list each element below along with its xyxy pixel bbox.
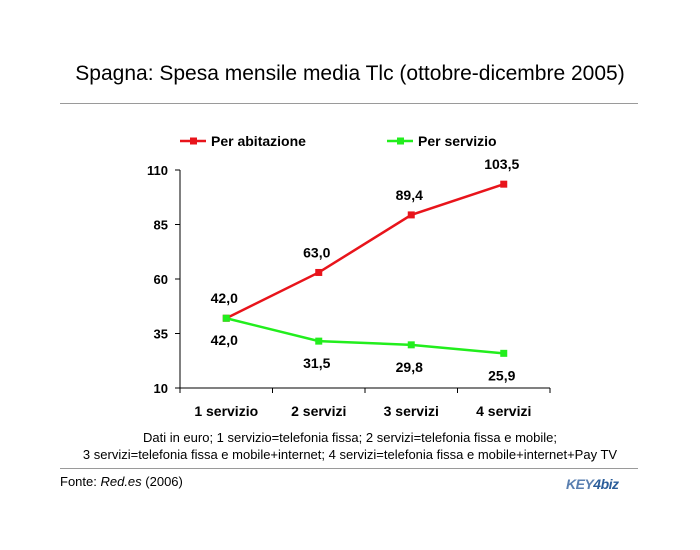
y-tick-label: 60 (154, 272, 168, 287)
footer-divider (60, 468, 638, 469)
chart-series (222, 180, 508, 357)
legend-marker (397, 137, 404, 145)
data-label: 42,0 (211, 332, 238, 348)
x-tick-label: 3 servizi (384, 403, 439, 419)
x-tick-label: 1 servizio (194, 403, 258, 419)
y-tick-label: 110 (147, 163, 168, 178)
data-point (500, 180, 508, 188)
source-name: Red.es (100, 474, 142, 489)
chart-data-labels: 42,0 63,0 89,4 103,5 42,0 31,5 29,8 25,9 (211, 156, 520, 383)
source-suffix: (2006) (141, 474, 183, 489)
data-point (407, 211, 415, 219)
legend-label: Per abitazione (211, 133, 306, 149)
data-point (407, 341, 415, 349)
x-tick-label: 2 servizi (291, 403, 346, 419)
series-line (225, 317, 504, 355)
legend-label: Per servizio (418, 133, 497, 149)
data-point (315, 268, 323, 276)
source-prefix: Fonte: (60, 474, 101, 489)
chart-axes: 10 35 60 85 110 1 servizio 2 servizi 3 servizi 4… (147, 163, 551, 419)
y-tick-label: 85 (154, 218, 168, 233)
legend-marker (190, 137, 197, 145)
line-chart: 10 35 60 85 110 1 servizio 2 servizi 3 servizi 4… (147, 133, 551, 419)
data-point (222, 314, 230, 322)
key4biz-logo: KEY4biz (566, 476, 619, 492)
chart-note-line-2: 3 servizi=telefonia fissa e mobile+inter… (82, 447, 618, 462)
data-label: 103,5 (484, 156, 519, 172)
data-point (315, 337, 323, 345)
data-label: 25,9 (488, 367, 515, 383)
title-divider (60, 103, 638, 104)
y-tick-label: 35 (154, 327, 168, 342)
data-label: 63,0 (303, 244, 330, 260)
data-label: 89,4 (396, 187, 423, 203)
chart-title: Spagna: Spesa mensile media Tlc (ottobre… (75, 62, 625, 85)
data-point (500, 349, 508, 357)
data-label: 42,0 (211, 290, 238, 306)
y-tick-label: 10 (154, 381, 168, 396)
data-label: 29,8 (396, 359, 423, 375)
chart-note-line-1: Dati in euro; 1 servizio=telefonia fissa… (142, 430, 558, 445)
chart-legend: Per abitazione Per servizio (180, 133, 497, 149)
data-label: 31,5 (303, 355, 330, 371)
x-tick-label: 4 servizi (476, 403, 531, 419)
series-line (225, 182, 505, 320)
source-credit: Fonte: Red.es (2006) (60, 474, 183, 489)
